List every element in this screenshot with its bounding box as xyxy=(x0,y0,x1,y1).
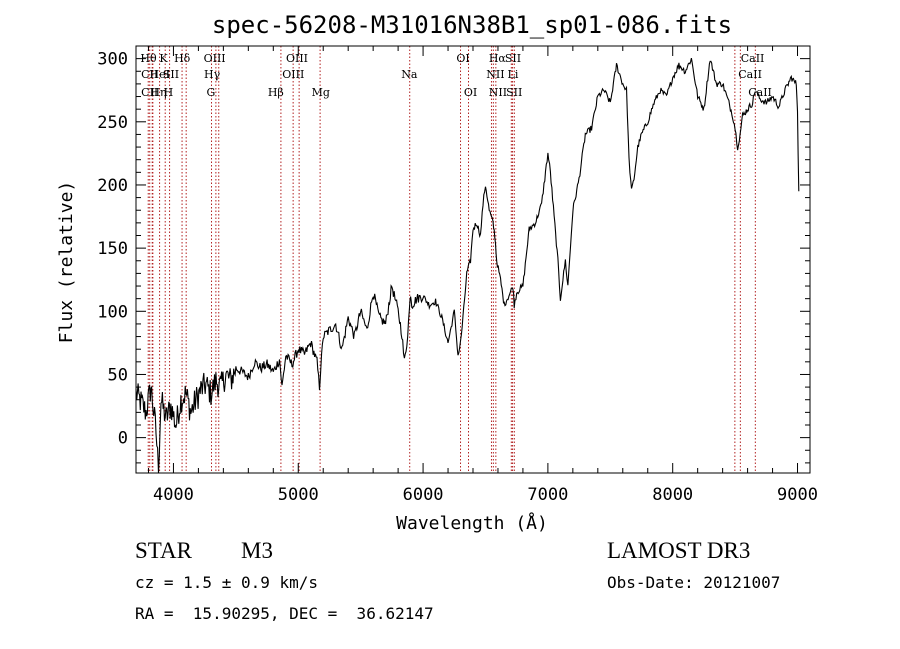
y-tick-label-4: 200 xyxy=(97,176,128,196)
line-label-1: K xyxy=(159,52,168,65)
plot-frame xyxy=(135,45,811,474)
x-axis-label: Wavelength (Å) xyxy=(396,512,548,534)
line-label-5: OI xyxy=(456,52,469,65)
y-tick-label-1: 50 xyxy=(108,365,128,385)
line-label-14: Na xyxy=(401,68,418,81)
line-label-26: SII xyxy=(506,86,522,99)
line-label-21: G xyxy=(206,86,215,99)
spectrum-line xyxy=(135,57,800,474)
line-label-0: Hθ xyxy=(140,52,157,65)
line-label-4: OIII xyxy=(286,52,308,65)
line-label-19: Hη xyxy=(150,86,166,99)
y-axis-label: Flux (relative) xyxy=(56,181,77,344)
line-label-24: OI xyxy=(464,86,477,99)
line-label-25: NII xyxy=(489,86,507,99)
line-label-12: Hγ xyxy=(204,68,221,81)
object-subclass: M3 xyxy=(241,538,273,563)
y-tick-label-6: 300 xyxy=(97,50,128,70)
y-tick-label-2: 100 xyxy=(97,302,128,322)
x-tick-label-1: 5000 xyxy=(278,485,319,505)
x-tick-label-3: 7000 xyxy=(527,485,568,505)
x-tick-label-5: 9000 xyxy=(777,485,818,505)
survey-name: LAMOST DR3 xyxy=(607,538,751,563)
line-label-11: SII xyxy=(163,68,179,81)
object-class: STAR xyxy=(135,538,192,563)
line-label-22: Hβ xyxy=(268,86,284,99)
x-tick-label-2: 6000 xyxy=(403,485,444,505)
line-label-6: Hα xyxy=(489,52,507,65)
line-label-7: SII xyxy=(505,52,521,65)
line-label-20: H xyxy=(164,86,174,99)
line-label-16: Li xyxy=(508,68,519,81)
line-label-8: CaII xyxy=(741,52,765,65)
y-tick-label-5: 250 xyxy=(97,113,128,133)
x-tick-label-0: 4000 xyxy=(153,485,194,505)
line-label-10: HeI xyxy=(149,68,169,81)
x-tick-label-4: 8000 xyxy=(652,485,693,505)
line-label-27: CaII xyxy=(748,86,772,99)
line-label-3: OIII xyxy=(204,52,226,65)
line-label-18: CII xyxy=(141,86,158,99)
line-label-23: Mg xyxy=(312,86,330,99)
line-label-2: Hδ xyxy=(174,52,191,65)
y-axis: 0 50 100 150 200 250 300 xyxy=(97,50,810,464)
obs-date: Obs-Date: 20121007 xyxy=(607,573,781,592)
line-label-13: OIII xyxy=(282,68,304,81)
line-label-9: CII xyxy=(141,68,158,81)
chart-title: spec-56208-M31016N38B1_sp01-086.fits xyxy=(212,11,732,39)
reference-lines-layer xyxy=(147,46,756,473)
coordinates: RA = 15.90295, DEC = 36.62147 xyxy=(135,604,434,623)
y-tick-label-0: 0 xyxy=(118,429,128,449)
line-label-17: CaII xyxy=(738,68,762,81)
redshift-cz: cz = 1.5 ± 0.9 km/s xyxy=(135,573,319,592)
x-axis: 4000 5000 6000 7000 8000 9000 xyxy=(147,46,818,505)
y-tick-label-3: 150 xyxy=(97,239,128,259)
line-label-15: NII xyxy=(486,68,504,81)
